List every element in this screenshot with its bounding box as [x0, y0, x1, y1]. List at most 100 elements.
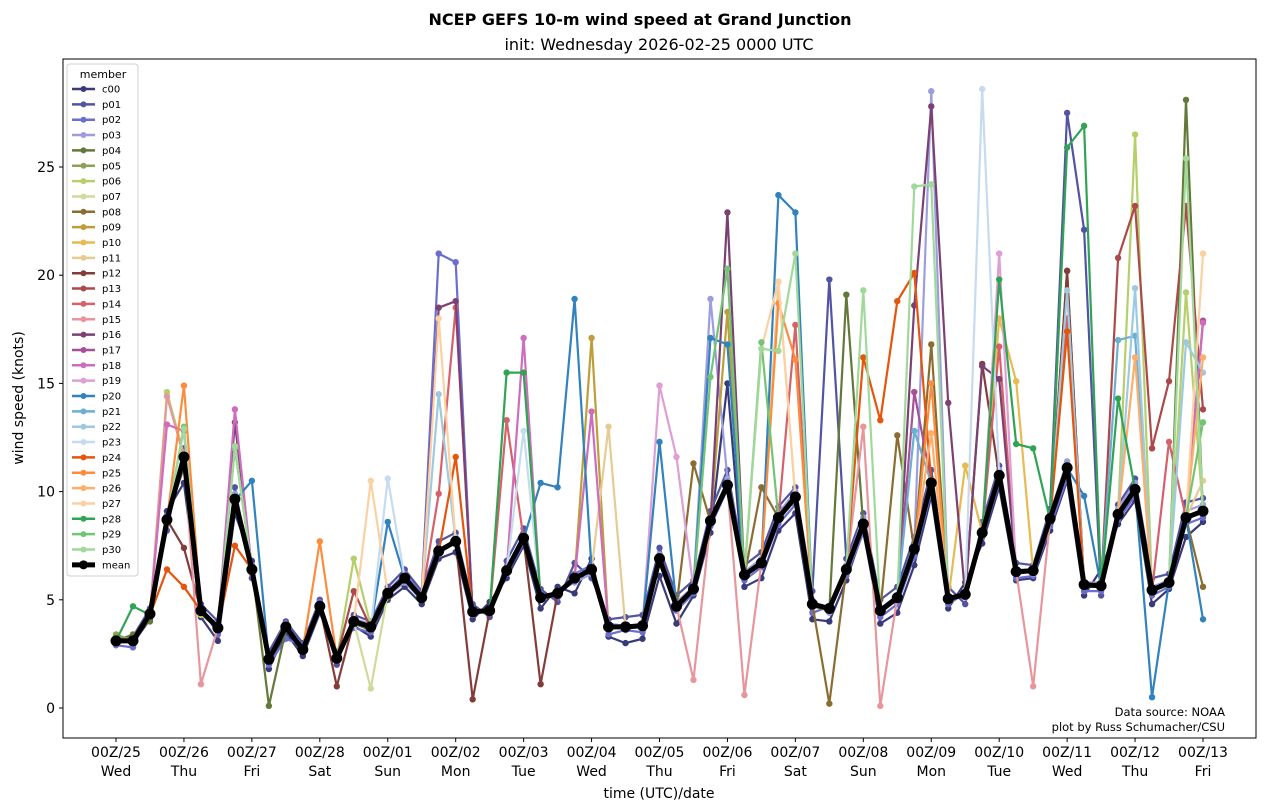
- data-point-p20: [775, 191, 782, 199]
- x-tick-label: 00Z/07: [770, 745, 820, 761]
- data-point-p10: [1012, 378, 1020, 385]
- data-point-mean: [1129, 483, 1141, 495]
- legend-marker-p14: [80, 300, 87, 307]
- legend-marker-p04: [80, 147, 87, 154]
- data-point-p18: [1199, 319, 1207, 327]
- data-point-p13: [1131, 202, 1139, 210]
- legend-marker-mean: [79, 560, 88, 570]
- data-point-p08: [928, 341, 935, 348]
- legend-marker-p16: [80, 331, 87, 338]
- data-point-mean: [857, 518, 869, 530]
- legend-label-p06: p06: [102, 177, 121, 188]
- data-point-p12: [180, 544, 188, 552]
- series-line-p19: [116, 252, 1204, 662]
- x-tick-label: 00Z/02: [431, 745, 481, 761]
- x-tick-label: 00Z/27: [227, 745, 277, 761]
- data-source-annotation: Data source: NOAA: [1115, 705, 1225, 719]
- data-point-p12: [1063, 267, 1071, 275]
- data-point-mean: [365, 621, 377, 633]
- series-c00: [112, 380, 1207, 673]
- data-point-p24: [452, 453, 459, 461]
- data-point-p19: [656, 382, 663, 389]
- legend-marker-p20: [80, 393, 87, 399]
- data-point-mean: [1163, 576, 1175, 588]
- data-point-mean: [518, 532, 530, 544]
- legend-label-p13: p13: [102, 284, 121, 295]
- data-point-p17: [911, 388, 918, 396]
- legend-marker-p27: [80, 500, 87, 507]
- data-point-p18: [231, 406, 239, 413]
- data-point-p25: [316, 538, 324, 545]
- data-point-p30: [1182, 155, 1190, 162]
- data-point-mean: [670, 600, 682, 612]
- data-point-mean: [501, 565, 513, 577]
- x-tick-day-label: Wed: [576, 764, 607, 780]
- data-point-p22: [1063, 287, 1071, 294]
- y-tick-label: 20: [37, 268, 55, 284]
- data-point-mean: [416, 592, 428, 604]
- data-point-p16: [435, 304, 442, 311]
- data-point-c00: [877, 620, 884, 627]
- data-point-p23: [384, 475, 391, 482]
- data-point-c00: [214, 637, 222, 645]
- data-point-mean: [1095, 580, 1107, 592]
- data-point-p20: [1080, 492, 1088, 500]
- data-point-p07: [367, 685, 374, 692]
- data-point-p14: [792, 321, 799, 329]
- data-point-p28: [129, 603, 137, 610]
- data-point-mean: [1197, 505, 1209, 517]
- x-tick-day-label: Tue: [986, 764, 1011, 780]
- data-point-p20: [724, 341, 731, 348]
- legend-label-p02: p02: [102, 115, 121, 126]
- data-point-mean: [586, 564, 598, 576]
- data-point-mean: [263, 653, 275, 665]
- legend-marker-p17: [80, 346, 87, 353]
- series-line-p27: [116, 253, 1205, 662]
- data-point-p28: [1012, 440, 1020, 448]
- x-tick-day-label: Wed: [101, 764, 132, 780]
- data-point-p27: [1199, 250, 1207, 257]
- data-point-p29: [1199, 419, 1207, 426]
- series-line-p13: [116, 204, 1205, 662]
- series-p04: [112, 96, 1207, 710]
- data-point-mean: [348, 615, 360, 627]
- legend-label-p09: p09: [102, 223, 121, 234]
- x-tick-label: 00Z/11: [1042, 745, 1092, 761]
- legend-box: [66, 63, 139, 577]
- data-point-mean: [654, 553, 665, 565]
- data-point-p04: [265, 702, 273, 710]
- data-point-mean: [382, 587, 394, 599]
- data-point-mean: [178, 451, 190, 463]
- data-point-p27: [367, 477, 374, 484]
- data-point-p30: [792, 250, 799, 257]
- data-point-p20: [571, 295, 578, 303]
- x-tick-label: 00Z/13: [1178, 745, 1228, 761]
- x-tick-day-label: Wed: [1052, 764, 1083, 780]
- series-line-p07: [115, 455, 1204, 690]
- data-point-p29: [724, 265, 731, 272]
- legend-marker-p07: [80, 193, 87, 200]
- legend-label-p28: p28: [102, 514, 121, 525]
- data-point-p02: [435, 250, 442, 257]
- data-point-mean: [755, 557, 767, 569]
- x-tick-day-label: Fri: [1195, 764, 1212, 780]
- data-point-p30: [911, 183, 918, 190]
- data-point-c00: [639, 635, 646, 642]
- data-point-p08: [826, 700, 833, 707]
- data-point-p22: [1131, 284, 1139, 292]
- data-point-p28: [503, 369, 510, 376]
- x-tick-day-label: Thu: [170, 764, 197, 780]
- data-point-p06: [350, 555, 357, 562]
- legend-marker-p11: [80, 254, 87, 261]
- data-point-p01: [1063, 109, 1071, 117]
- data-point-p28: [520, 369, 527, 376]
- data-point-mean: [569, 572, 581, 584]
- data-point-mean: [891, 592, 903, 604]
- legend-label-p30: p30: [102, 545, 121, 556]
- x-tick-day-label: Sun: [850, 764, 877, 780]
- legend-label-p21: p21: [102, 407, 121, 418]
- data-point-mean: [1027, 565, 1039, 577]
- legend-label-p15: p15: [102, 315, 121, 326]
- data-point-mean: [959, 588, 971, 600]
- series-layer: [112, 85, 1207, 710]
